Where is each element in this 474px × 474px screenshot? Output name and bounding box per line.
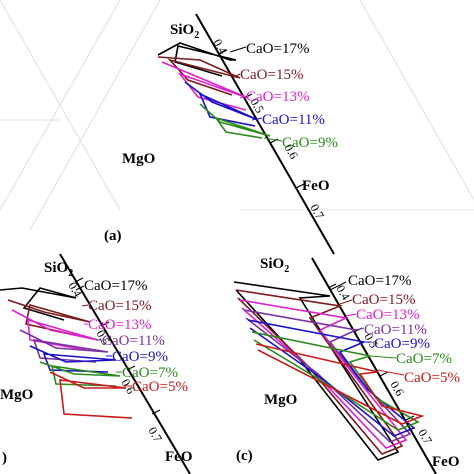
panel-a-leader-cao13	[239, 95, 247, 99]
panel-c-leader-cao17	[329, 281, 347, 291]
panel-b-legend-cao9: CaO=9%	[112, 349, 168, 365]
panel-b-legend-cao15: CaO=15%	[88, 298, 151, 314]
panel-a-leader-cao11	[251, 117, 263, 121]
panel-c-legend-cao15: CaO=15%	[352, 292, 415, 308]
panel-b-legend-cao13: CaO=13%	[88, 317, 151, 333]
panel-a-tick-label: 0.7	[307, 202, 327, 222]
panel-b-curve-cao17	[0, 287, 77, 321]
panel-b-panel-label: )	[2, 450, 7, 466]
panel-a-legend-cao15: CaO=15%	[240, 67, 303, 83]
panel-c-leader-cao7	[369, 355, 397, 359]
panel-c-curve-cao5	[255, 343, 425, 425]
panel-c-leader-cao5	[377, 369, 405, 376]
panel-b-tick-0.4	[74, 277, 84, 283]
panel-b-tick-label: 0.4	[65, 280, 85, 300]
panel-c-panel-label: (c)	[236, 448, 253, 464]
panel-c-tick-0.4	[327, 283, 337, 289]
panel-c-legend-cao13: CaO=13%	[356, 307, 419, 323]
panel-a-tick-label: 0.6	[281, 142, 301, 162]
panel-c-legend-cao5: CaO=5%	[404, 370, 460, 386]
panel-a-tick-0.4	[218, 49, 228, 55]
panel-a-legend-cao9: CaO=9%	[282, 135, 338, 151]
panel-b: 0.4 0.5 0.6 0.7 SiO2 MgO FeO ) CaO=17% C…	[0, 253, 193, 474]
panel-b-leader-cao15	[81, 304, 89, 307]
panel-c-tick-label: 0.4	[333, 283, 353, 303]
panel-a-leader-cao9	[263, 137, 283, 142]
panel-a-curve-cao9	[199, 103, 271, 139]
panel-b-mgo-label: MgO	[0, 387, 33, 403]
background-grid	[0, 0, 474, 231]
panel-b-tick-label: 0.5	[93, 328, 113, 348]
panel-c: 0.4 0.5 0.6 0.7 SiO2 MgO FeO (c) CaO=17%…	[233, 256, 460, 474]
panel-c-legend-cao11: CaO=11%	[364, 322, 427, 338]
panel-c-leader-cao13	[345, 313, 357, 317]
panel-c-leader-cao11	[355, 327, 365, 331]
panel-b-tick-0.7	[151, 409, 161, 415]
panel-b-curve-cao9	[29, 345, 117, 373]
panel-c-axis	[311, 257, 437, 474]
panel-c-mgo-label: MgO	[264, 392, 297, 408]
panel-c-legend-cao7: CaO=7%	[396, 351, 452, 367]
panel-c-sio2-label: SiO2	[260, 256, 289, 275]
panel-a-tick-0.7	[295, 183, 305, 189]
panel-a-panel-label: (a)	[104, 228, 122, 244]
panel-b-tick-0.6	[126, 365, 136, 371]
panel-b-legend-cao7: CaO=7%	[122, 365, 178, 381]
panel-a-feo-label: FeO	[302, 178, 330, 194]
panel-c-tick-label: 0.6	[387, 379, 407, 399]
panel-b-legend-cao17: CaO=17%	[84, 278, 147, 294]
panel-b-leader-cao17	[75, 285, 85, 291]
panel-b-tick-label: 0.7	[145, 425, 165, 445]
panel-b-tick-0.5	[100, 321, 110, 327]
panel-a-sio2-label: SiO2	[170, 22, 199, 41]
panel-b-sio2-label: SiO2	[44, 260, 73, 279]
panel-a-curve-cao13	[161, 61, 249, 111]
panel-a-tick-label: 0.4	[210, 37, 230, 57]
panel-a-mgo-label: MgO	[122, 151, 155, 167]
panel-b-curve-cao7	[39, 361, 121, 387]
panel-c-leader-cao15	[339, 299, 353, 305]
panel-c-curve-cao17	[233, 281, 400, 461]
panel-b-legend-cao5: CaO=5%	[132, 379, 188, 395]
panel-b-curve-cao11	[19, 329, 109, 363]
panel-b-feo-label: FeO	[165, 449, 193, 465]
panel-c-legend-cao17: CaO=17%	[348, 273, 411, 289]
panel-a-legend-cao13: CaO=13%	[246, 89, 309, 105]
panel-c-tick-label: 0.5	[361, 331, 381, 351]
panel-a-leader-cao17	[229, 46, 247, 53]
panel-a-legend-cao11: CaO=11%	[262, 112, 325, 128]
panel-c-tick-0.6	[379, 371, 389, 377]
panel-b-curve-cao5	[49, 371, 133, 419]
panel-a-leader-cao15	[235, 73, 241, 77]
panel-a-legend-cao17: CaO=17%	[246, 41, 309, 57]
panel-c-feo-label: FeO	[432, 454, 460, 470]
panel-c-tick-label: 0.7	[415, 427, 435, 447]
panel-c-legend-cao9: CaO=9%	[374, 336, 430, 352]
panel-b-legend-cao11: CaO=11%	[102, 333, 165, 349]
panel-a: 0.4 0.5 0.6 0.7 SiO2 MgO FeO (a) CaO=17%…	[104, 13, 338, 255]
panel-a-tick-label: 0.5	[247, 96, 267, 116]
panel-a-curve-cao15	[157, 56, 241, 96]
panel-b-axis	[59, 253, 191, 474]
panel-b-curve-cao15	[7, 299, 91, 337]
